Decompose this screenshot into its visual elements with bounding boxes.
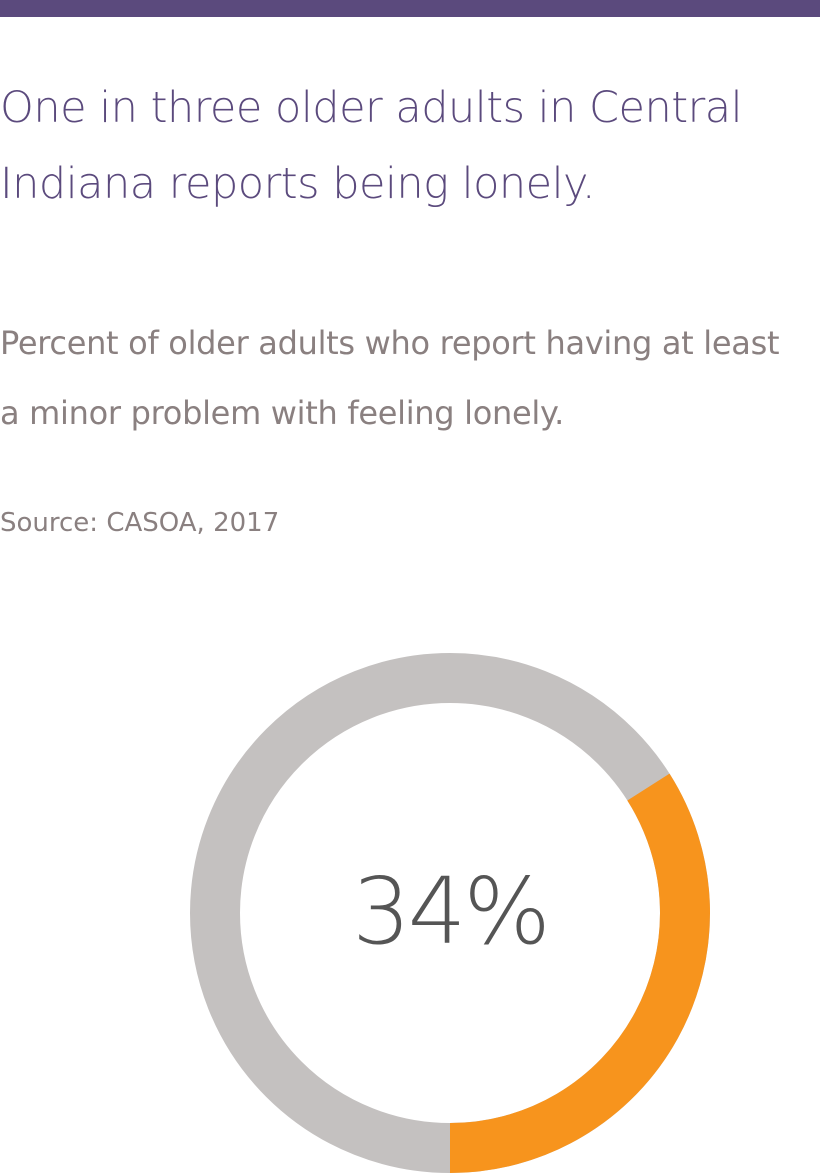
top-bar <box>0 0 820 17</box>
donut-segment <box>449 773 710 1173</box>
source: Source: CASOA, 2017 <box>0 508 280 538</box>
chart-subtitle: Percent of older adults who report havin… <box>0 324 780 432</box>
center-label: 34% <box>352 858 547 965</box>
chart-title: One in three older adults in Central Ind… <box>0 83 743 209</box>
